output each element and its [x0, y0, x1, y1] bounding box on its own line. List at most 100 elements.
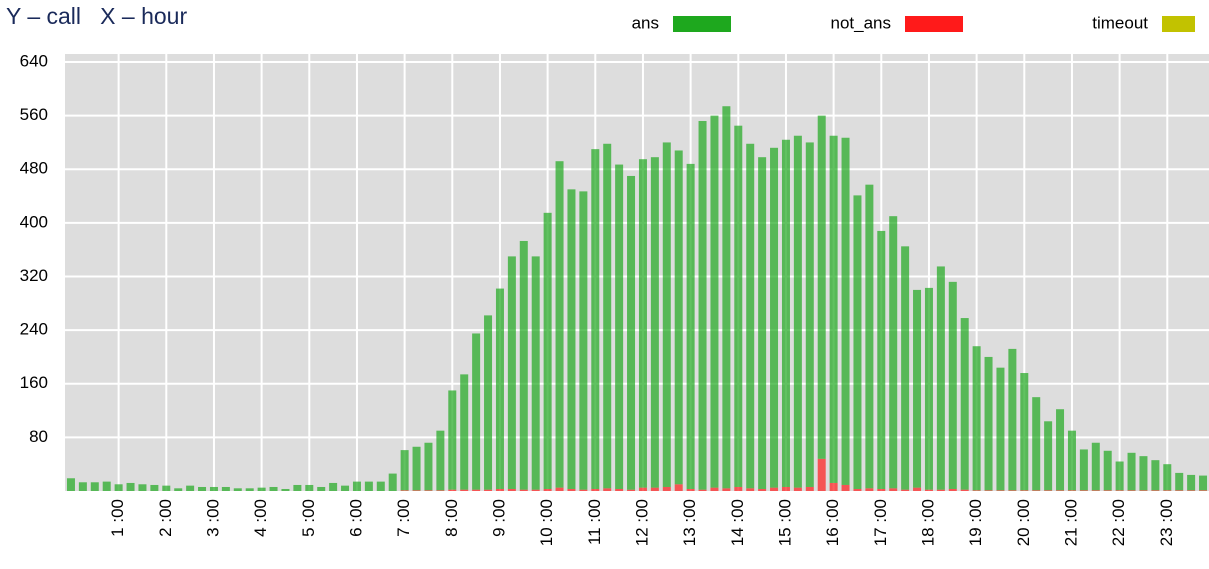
- bar: [734, 486, 743, 491]
- bar: [1020, 490, 1029, 491]
- bar: [150, 484, 159, 491]
- bar: [424, 490, 433, 491]
- bar: [555, 161, 564, 488]
- bar: [722, 488, 731, 491]
- bar: [972, 490, 981, 491]
- bar: [519, 240, 528, 490]
- bar: [245, 488, 254, 491]
- bar: [615, 164, 624, 489]
- x-tick-label: 6 :00: [346, 499, 365, 537]
- bar: [1127, 490, 1136, 491]
- bar: [317, 486, 326, 491]
- bar: [638, 159, 647, 488]
- bar: [567, 488, 576, 491]
- bar: [507, 256, 516, 489]
- bar: [448, 390, 457, 490]
- bar: [567, 189, 576, 489]
- bar: [603, 488, 612, 491]
- bar: [1175, 490, 1184, 491]
- bar: [674, 484, 683, 491]
- bar: [603, 143, 612, 489]
- bar: [615, 488, 624, 491]
- bar: [960, 318, 969, 490]
- y-tick-label: 320: [20, 266, 48, 285]
- y-tick-label: 560: [20, 105, 48, 124]
- bar: [484, 315, 493, 490]
- bar: [102, 481, 111, 491]
- chart-title: Y – call X – hour: [6, 3, 187, 29]
- x-tick-label: 5 :00: [299, 499, 318, 537]
- bar: [1115, 461, 1124, 491]
- bar: [364, 481, 373, 491]
- bar: [901, 246, 910, 490]
- bar: [531, 489, 540, 491]
- bar: [66, 478, 75, 491]
- bar: [770, 487, 779, 491]
- legend-label: ans: [632, 13, 659, 32]
- bar: [1044, 490, 1053, 491]
- x-tick-label: 18 :00: [918, 499, 937, 546]
- bar: [472, 333, 481, 490]
- bar: [519, 489, 528, 491]
- bar: [710, 487, 719, 491]
- bar: [758, 488, 767, 491]
- x-tick-label: 9 :00: [489, 499, 508, 537]
- bar: [257, 487, 266, 491]
- legend-label: timeout: [1092, 13, 1148, 32]
- bar: [1151, 460, 1160, 491]
- bar: [1044, 421, 1053, 491]
- bar: [507, 488, 516, 491]
- bar: [448, 489, 457, 491]
- bar: [388, 473, 397, 491]
- bar: [793, 487, 802, 491]
- bar: [1139, 490, 1148, 491]
- bar: [710, 115, 719, 488]
- bar: [1103, 450, 1112, 491]
- bar: [329, 482, 338, 491]
- x-tick-label: 23 :00: [1157, 499, 1176, 546]
- x-tick-label: 4 :00: [251, 499, 270, 537]
- bar: [770, 147, 779, 488]
- bar: [138, 484, 147, 491]
- y-tick-label: 400: [20, 212, 48, 231]
- bar: [1199, 490, 1208, 491]
- bar: [341, 485, 350, 491]
- bar: [674, 150, 683, 485]
- bar: [1163, 464, 1172, 491]
- bar: [865, 488, 874, 491]
- bar: [627, 175, 636, 490]
- bar: [543, 212, 552, 489]
- bar: [1091, 490, 1100, 491]
- x-tick-label: 13 :00: [680, 499, 699, 546]
- bar: [591, 488, 600, 491]
- bar: [936, 266, 945, 490]
- bar: [1163, 490, 1172, 491]
- bar: [1067, 430, 1076, 491]
- bar: [221, 486, 230, 491]
- y-tick-label: 80: [29, 427, 48, 446]
- bar: [746, 143, 755, 489]
- x-tick-label: 8 :00: [442, 499, 461, 537]
- x-tick-label: 1 :00: [108, 499, 127, 537]
- bar: [877, 230, 886, 489]
- bar: [591, 149, 600, 489]
- bar: [1079, 490, 1088, 491]
- x-tick-label: 3 :00: [203, 499, 222, 537]
- bar: [698, 489, 707, 491]
- y-tick-label: 480: [20, 159, 48, 178]
- bar: [484, 489, 493, 491]
- bar: [984, 490, 993, 491]
- bar: [269, 486, 278, 491]
- bar: [1187, 474, 1196, 491]
- bar: [686, 488, 695, 491]
- plot-area: [65, 54, 1209, 491]
- bar: [734, 125, 743, 487]
- x-tick-label: 7 :00: [394, 499, 413, 537]
- bar: [1091, 442, 1100, 491]
- bar: [186, 485, 195, 491]
- bar: [901, 489, 910, 491]
- bar: [1079, 449, 1088, 491]
- bar: [531, 256, 540, 490]
- bar: [1032, 397, 1041, 491]
